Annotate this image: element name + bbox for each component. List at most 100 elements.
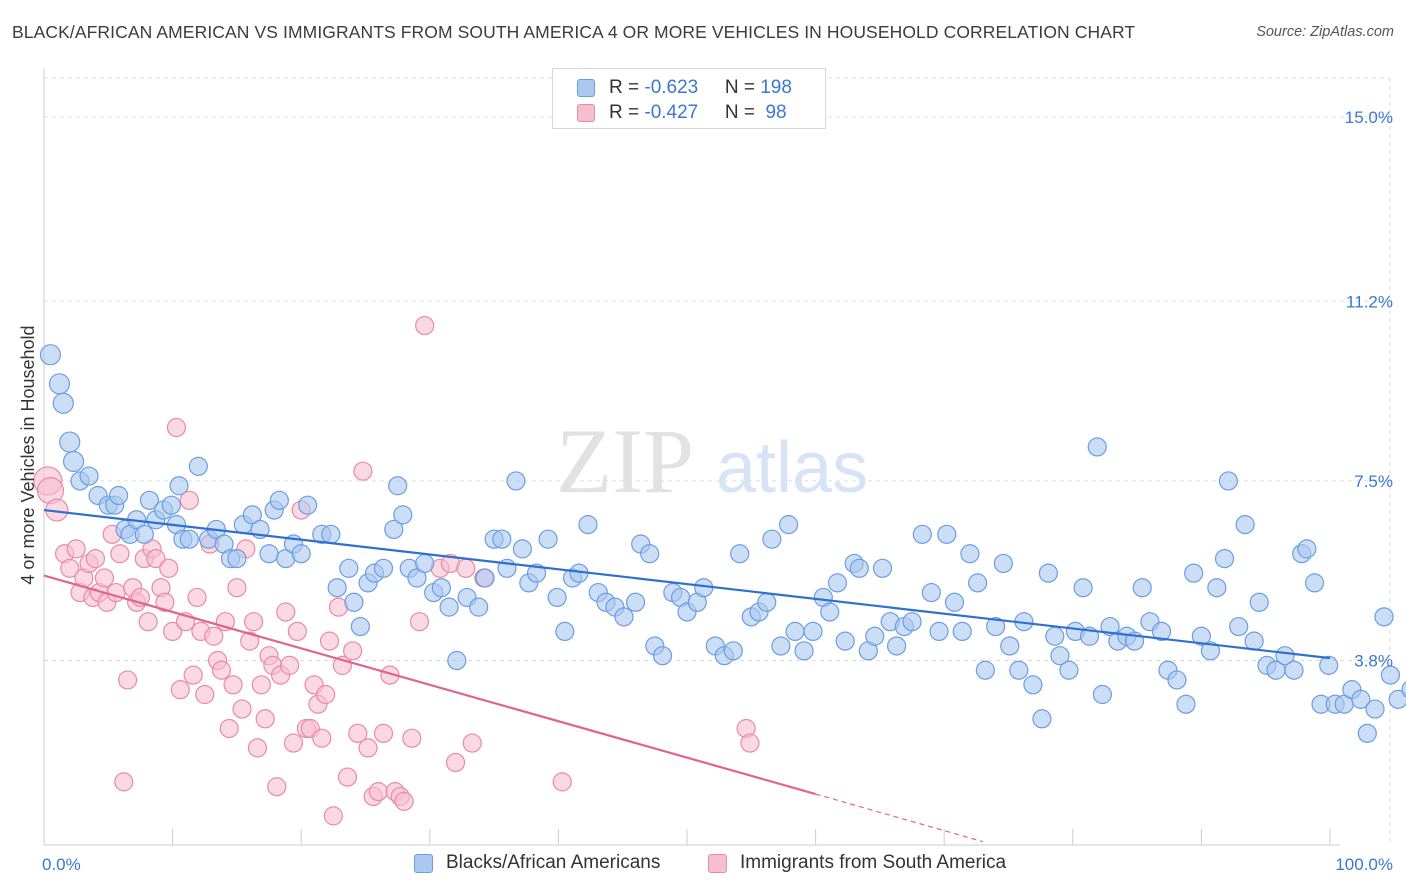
n-value: 98 — [760, 102, 787, 123]
data-point — [865, 626, 885, 646]
data-point — [526, 563, 547, 583]
data-point — [169, 476, 189, 496]
data-point — [247, 738, 268, 758]
data-point — [155, 592, 175, 612]
data-point — [1087, 437, 1107, 457]
data-point — [431, 578, 451, 598]
data-point — [1191, 626, 1212, 646]
data-point — [1244, 631, 1264, 651]
data-point — [344, 592, 364, 612]
data-point — [319, 631, 340, 651]
data-point — [462, 733, 482, 753]
data-point — [211, 660, 232, 680]
data-point — [39, 344, 62, 366]
data-point — [312, 728, 332, 748]
data-point — [251, 675, 271, 695]
data-point — [1009, 660, 1029, 680]
data-point — [944, 592, 965, 612]
data-point — [170, 680, 190, 700]
data-point — [183, 665, 203, 685]
data-point — [1200, 641, 1221, 661]
data-point — [204, 626, 224, 646]
data-point — [227, 578, 247, 598]
n-label: N = — [724, 102, 761, 123]
data-point — [255, 709, 275, 729]
data-point — [469, 597, 489, 617]
data-point — [316, 684, 336, 705]
data-point — [778, 515, 799, 535]
series-legend: Blacks/African Americans Immigrants from… — [0, 852, 1406, 878]
data-point — [323, 806, 343, 826]
data-point — [1319, 655, 1339, 675]
data-point — [343, 641, 363, 661]
data-point — [415, 315, 435, 336]
data-point — [960, 544, 980, 564]
data-point — [1284, 660, 1304, 680]
data-point — [409, 612, 430, 632]
data-point — [166, 417, 187, 438]
data-point — [244, 612, 264, 632]
data-point — [952, 621, 972, 642]
data-point — [134, 524, 154, 544]
source-credit: Source: ZipAtlas.com — [1256, 24, 1394, 40]
data-point — [439, 597, 459, 617]
data-point — [1184, 563, 1204, 583]
data-point — [887, 636, 907, 656]
data-point — [872, 558, 893, 578]
data-point — [240, 631, 260, 651]
data-point — [512, 539, 532, 559]
r-label: R = — [609, 77, 645, 98]
data-point — [937, 524, 957, 544]
data-point — [287, 621, 307, 642]
data-point — [1073, 578, 1093, 598]
data-point — [1050, 646, 1070, 666]
data-point — [373, 723, 394, 743]
data-point — [1235, 515, 1255, 535]
data-point — [280, 655, 300, 675]
regression-lines — [43, 508, 1331, 843]
axes — [43, 68, 1340, 846]
data-point — [393, 505, 413, 525]
data-point — [62, 450, 85, 473]
data-point — [402, 728, 422, 748]
data-point — [968, 573, 988, 593]
data-point — [762, 529, 782, 549]
data-point — [373, 558, 394, 578]
data-point — [1351, 689, 1371, 709]
data-point — [94, 568, 115, 588]
data-point — [85, 548, 106, 569]
series-immigrants-south-america — [33, 315, 760, 826]
data-point — [547, 587, 567, 608]
data-point — [538, 529, 558, 549]
data-point — [445, 752, 466, 773]
data-point — [771, 636, 791, 656]
data-point — [794, 641, 814, 661]
data-point — [1059, 660, 1079, 680]
y-tick-label: 15.0% — [1345, 108, 1393, 127]
data-point — [179, 490, 199, 510]
regression-extension-immigrants — [815, 793, 983, 843]
data-point — [1357, 723, 1377, 743]
data-point — [48, 373, 71, 395]
data-point — [506, 471, 526, 491]
data-point — [227, 548, 247, 569]
data-point — [1365, 699, 1385, 719]
y-tick-label: 11.2% — [1346, 292, 1393, 311]
data-point — [614, 607, 634, 627]
data-point — [921, 582, 941, 603]
data-point — [108, 485, 129, 506]
data-point — [283, 733, 304, 753]
y-tick-label: 3.8% — [1354, 652, 1393, 671]
data-point — [820, 602, 840, 622]
data-point — [321, 524, 341, 544]
data-point — [835, 631, 855, 651]
y-tick-labels: 3.8% 7.5% 11.2% 15.0% — [1345, 108, 1393, 671]
data-point — [1151, 621, 1172, 642]
n-label: N = — [724, 77, 761, 98]
data-point — [555, 621, 575, 642]
data-point — [327, 578, 347, 598]
data-point — [276, 602, 296, 622]
chart-title: BLACK/AFRICAN AMERICAN VS IMMIGRANTS FRO… — [12, 22, 1136, 42]
data-point — [259, 544, 279, 564]
blue-swatch — [577, 79, 595, 97]
